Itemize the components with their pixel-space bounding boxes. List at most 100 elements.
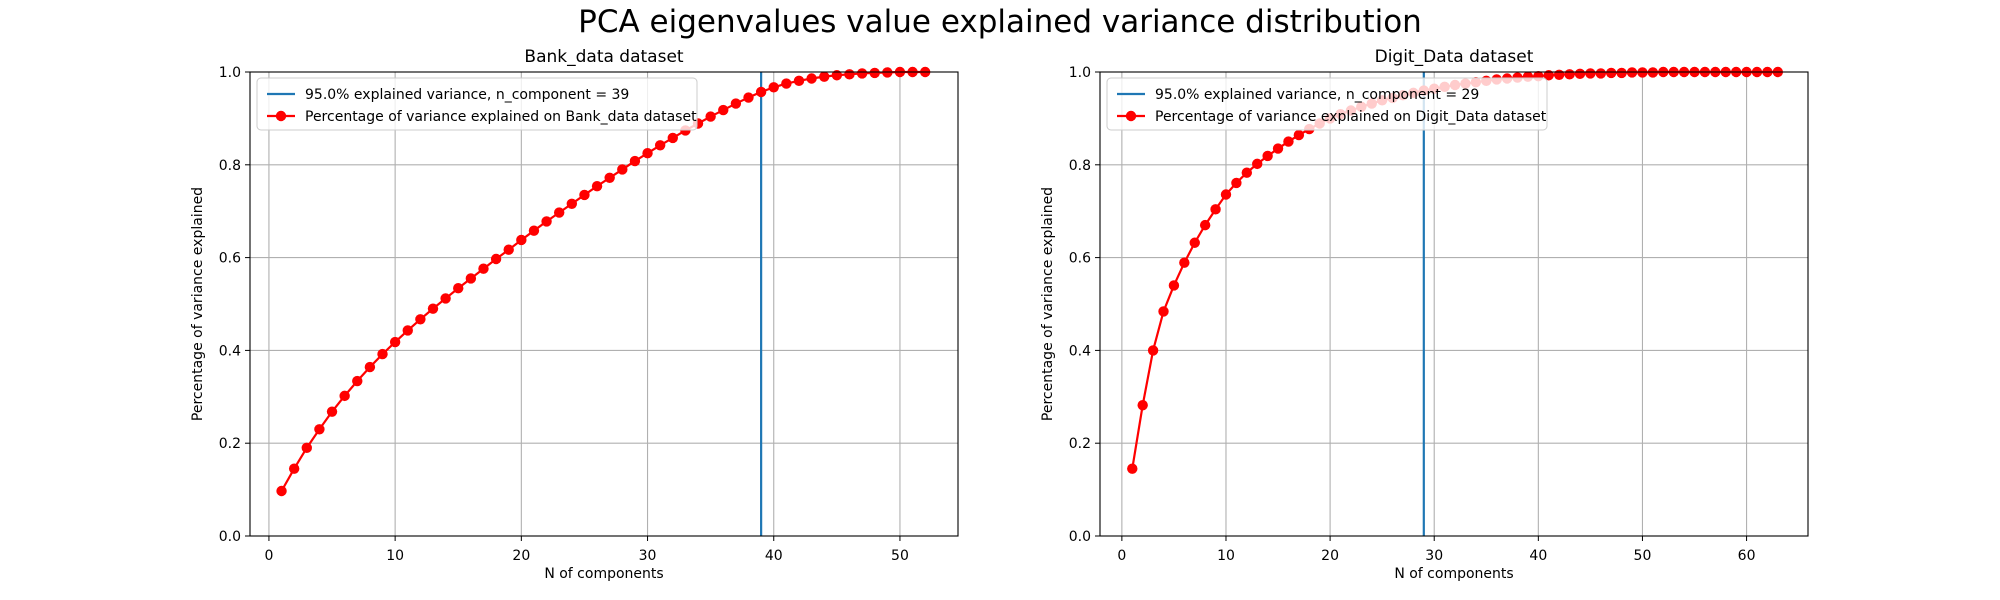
data-point — [1564, 69, 1575, 80]
x-tick-label: 40 — [1529, 548, 1547, 564]
subplot-title-digit: Digit_Data dataset — [1374, 47, 1534, 67]
y-tick-label: 0.8 — [1069, 158, 1091, 174]
legend-label-threshold: 95.0% explained variance, n_component = … — [305, 87, 629, 103]
data-point — [288, 463, 300, 474]
data-point — [1293, 129, 1305, 141]
x-tick-label: 30 — [639, 548, 657, 564]
plot-digit: 0 10 20 30 40 50 60 0.0 0.2 0.4 0.6 0.8 1.0 N of comp… — [1040, 65, 1809, 582]
legend-digit: 95.0% explained variance, n_component = … — [1106, 77, 1548, 131]
data-point — [326, 406, 338, 417]
data-point — [1574, 68, 1586, 80]
data-point — [402, 325, 413, 336]
data-point — [314, 424, 325, 435]
data-point — [1127, 463, 1138, 474]
data-point — [516, 234, 527, 246]
data-point — [819, 71, 830, 82]
data-point — [352, 375, 363, 387]
data-point — [276, 485, 287, 497]
legend-label-series: Percentage of variance explained on Bank… — [305, 109, 697, 125]
figure-title: PCA eigenvalues value explained variance… — [578, 4, 1422, 40]
legend-bank: 95.0% explained variance, n_component = … — [256, 77, 698, 131]
data-point — [831, 70, 843, 81]
y-tick-label: 0.0 — [219, 529, 241, 545]
data-point — [705, 111, 716, 122]
y-tick-label: 0.8 — [219, 158, 241, 174]
data-point — [440, 293, 451, 304]
x-axis-label: N of components — [1394, 566, 1513, 582]
data-point — [1252, 158, 1263, 170]
y-tick-label: 1.0 — [1069, 65, 1091, 81]
data-point — [743, 92, 754, 103]
data-point — [1231, 177, 1242, 189]
data-point — [339, 390, 350, 402]
y-tick-label: 0.0 — [1069, 529, 1091, 545]
data-point — [1241, 167, 1253, 178]
x-tick-label: 30 — [1425, 548, 1443, 564]
data-point — [718, 104, 729, 116]
data-point — [389, 336, 401, 348]
data-point — [654, 140, 666, 151]
y-tick-label: 0.2 — [219, 436, 241, 452]
data-point — [781, 78, 792, 89]
data-point — [1147, 345, 1159, 356]
legend-label-series: Percentage of variance explained on Digi… — [1155, 109, 1547, 125]
x-tick-label: 0 — [1117, 548, 1126, 564]
data-point — [1272, 143, 1284, 154]
data-point — [427, 303, 439, 314]
data-point — [869, 67, 880, 79]
plot-frame-digit — [1099, 71, 1809, 537]
data-point — [1595, 68, 1607, 79]
data-point — [301, 442, 312, 454]
data-point — [528, 225, 540, 236]
x-tick-label: 50 — [1634, 548, 1652, 564]
x-tick-label: 50 — [891, 548, 909, 564]
data-point — [617, 164, 628, 175]
x-tick-label: 0 — [264, 548, 273, 564]
legend-box — [256, 77, 698, 131]
data-point — [478, 263, 489, 274]
subplot-title-bank: Bank_data dataset — [524, 47, 684, 67]
data-point — [1283, 136, 1294, 147]
data-point — [1210, 204, 1221, 215]
data-point — [377, 348, 388, 360]
legend-marker-series — [1125, 110, 1137, 122]
series-line — [280, 70, 926, 492]
data-point — [1137, 399, 1148, 411]
data-point — [566, 198, 578, 209]
data-point — [465, 273, 477, 284]
data-point — [541, 216, 552, 227]
data-point — [453, 283, 464, 294]
x-tick-label: 40 — [765, 548, 783, 564]
data-point — [730, 98, 742, 109]
data-point — [1168, 280, 1180, 291]
data-point — [667, 132, 678, 144]
data-point — [591, 180, 603, 192]
x-tick-label: 60 — [1738, 548, 1756, 564]
data-point — [1199, 219, 1211, 231]
data-point — [642, 148, 653, 159]
x-tick-label: 10 — [1217, 548, 1235, 564]
data-point — [1616, 67, 1627, 79]
data-point — [364, 361, 376, 373]
data-point — [1220, 189, 1232, 200]
data-point — [1158, 306, 1169, 317]
data-point — [579, 189, 590, 201]
plot-frame-bank — [249, 71, 959, 537]
x-axis-label: N of components — [544, 566, 663, 582]
data-point — [1553, 69, 1565, 80]
data-point — [755, 86, 767, 98]
data-point — [1606, 67, 1617, 79]
x-tick-label: 20 — [512, 548, 530, 564]
y-axis-label: Percentage of variance explained — [1040, 187, 1056, 421]
y-tick-label: 0.6 — [1069, 251, 1091, 267]
data-point — [490, 253, 502, 265]
data-point — [768, 82, 779, 93]
data-point — [1543, 70, 1554, 81]
data-point — [1179, 257, 1190, 268]
data-point — [604, 172, 615, 183]
x-tick-label: 10 — [386, 548, 404, 564]
data-point — [844, 69, 855, 80]
data-point — [1585, 68, 1596, 79]
y-tick-label: 1.0 — [219, 65, 241, 81]
